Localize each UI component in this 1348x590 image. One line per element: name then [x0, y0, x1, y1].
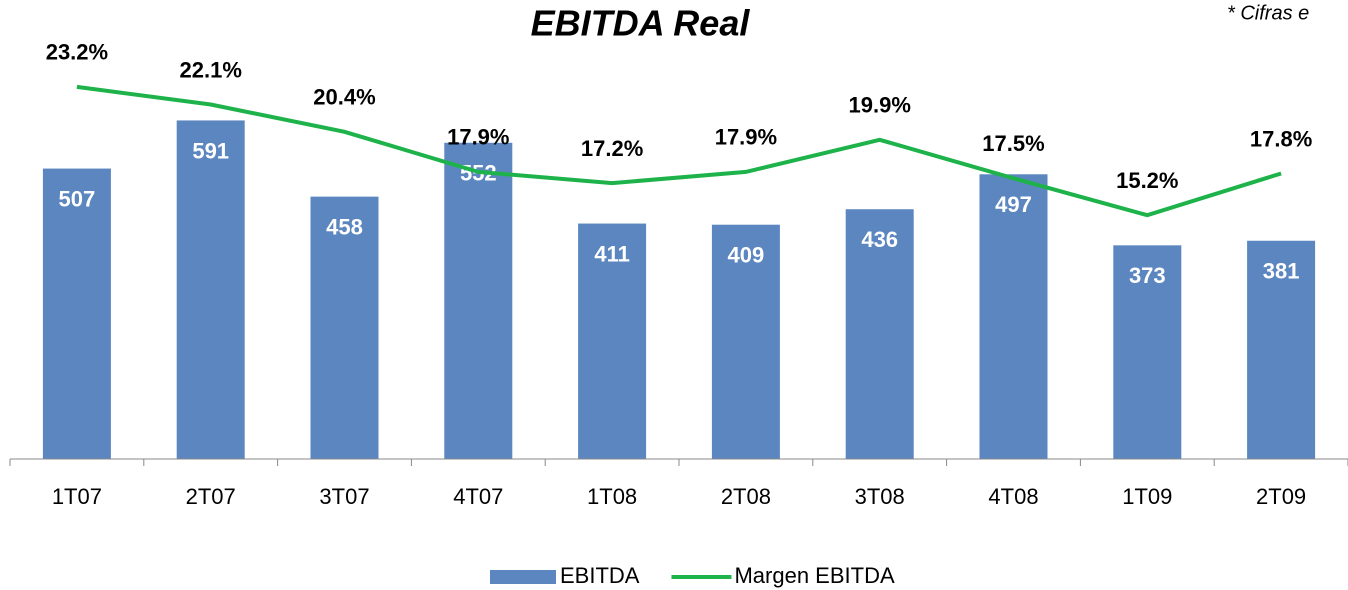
legend-label: EBITDA [560, 563, 640, 588]
x-tick-label: 2T08 [721, 484, 771, 509]
bar [1113, 245, 1182, 459]
bar [711, 224, 780, 459]
line-value-label: 17.5% [982, 131, 1044, 156]
bar-value-label: 411 [594, 241, 630, 266]
x-tick-label: 3T08 [855, 484, 905, 509]
bar-value-label: 436 [861, 227, 898, 252]
line-value-label: 23.2% [46, 40, 108, 65]
bar [310, 196, 379, 460]
bar-value-label: 381 [1263, 259, 1300, 284]
x-tick-label: 2T07 [186, 484, 236, 509]
line-value-label: 17.9% [715, 125, 777, 150]
bar [444, 142, 513, 460]
line-value-label: 19.9% [849, 93, 911, 118]
annotation: * Cifras e [1227, 2, 1309, 24]
line-value-label: 22.1% [180, 57, 242, 82]
x-tick-label: 2T09 [1256, 484, 1306, 509]
bar-value-label: 591 [192, 138, 229, 163]
bar-value-label: 373 [1129, 263, 1166, 288]
line-value-label: 20.4% [313, 85, 375, 110]
bar-value-label: 507 [59, 186, 96, 211]
x-tick-label: 4T07 [453, 484, 503, 509]
x-tick-label: 3T07 [319, 484, 369, 509]
x-tick-label: 1T09 [1122, 484, 1172, 509]
bar [42, 168, 111, 459]
line-value-label: 17.8% [1250, 126, 1312, 151]
line-value-label: 15.2% [1116, 168, 1178, 193]
bar-value-label: 497 [995, 192, 1032, 217]
line-value-label: 17.2% [581, 136, 643, 161]
bar-value-label: 458 [326, 214, 363, 239]
line-value-label: 17.9% [447, 125, 509, 150]
legend-label: Margen EBITDA [734, 563, 894, 588]
bar [176, 120, 245, 459]
bar [979, 174, 1048, 460]
bar [1247, 240, 1316, 459]
line [76, 84, 1282, 218]
x-tick-label: 1T08 [587, 484, 637, 509]
bar [578, 223, 647, 459]
bar-value-label: 409 [728, 243, 765, 268]
x-tick-label: 4T08 [988, 484, 1038, 509]
x-tick-label: 1T07 [52, 484, 102, 509]
chart-title: EBITDA Real [531, 3, 751, 44]
bar [845, 209, 914, 459]
legend-swatch [490, 570, 556, 584]
